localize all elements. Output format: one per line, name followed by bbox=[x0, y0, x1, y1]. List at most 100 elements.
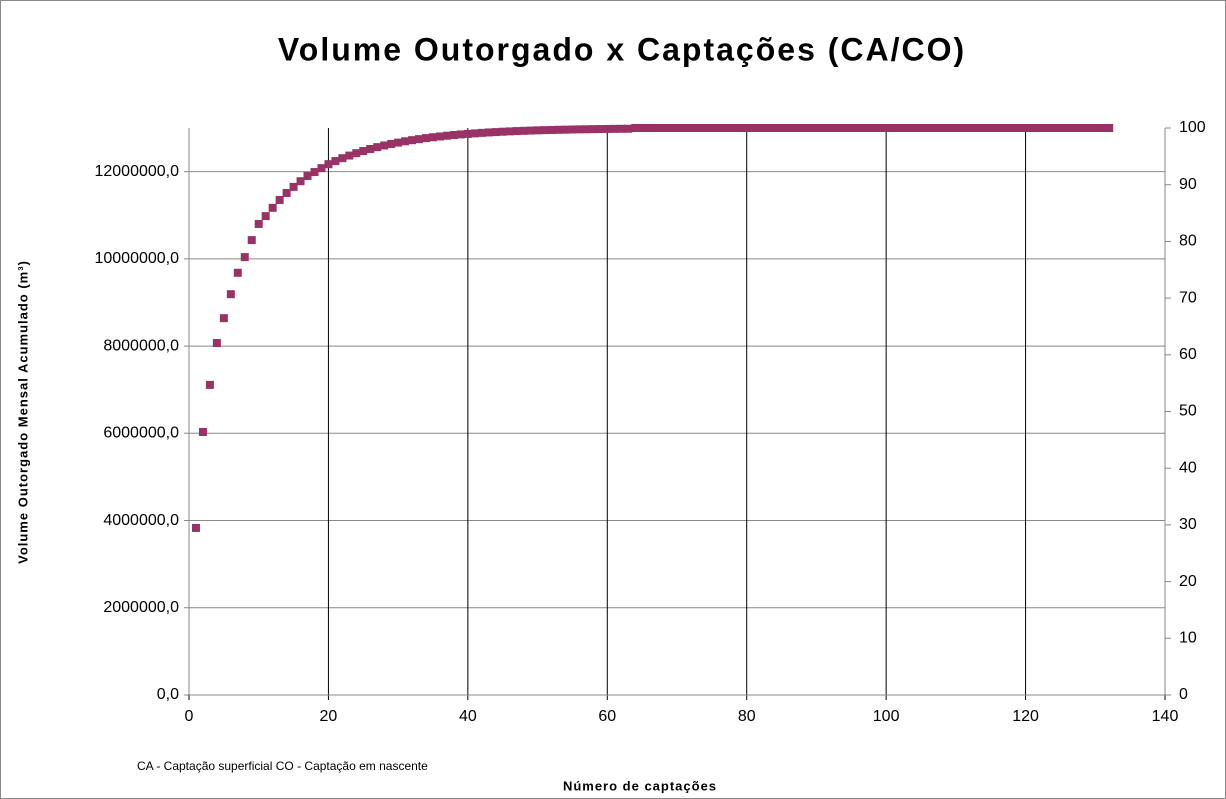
y2-tick-label: 90 bbox=[1179, 176, 1197, 193]
marker bbox=[673, 124, 681, 132]
marker bbox=[526, 126, 535, 135]
marker bbox=[847, 124, 856, 132]
marker bbox=[310, 168, 319, 177]
marker bbox=[212, 339, 221, 348]
marker bbox=[875, 124, 884, 132]
marker bbox=[896, 124, 905, 132]
y-tick-label: 12000000,0 bbox=[94, 163, 179, 180]
marker bbox=[714, 124, 723, 132]
y2-tick-label: 80 bbox=[1179, 233, 1197, 250]
marker bbox=[589, 125, 598, 134]
y2-tick-label: 10 bbox=[1179, 630, 1197, 647]
y2-tick-label: 40 bbox=[1179, 459, 1197, 476]
marker bbox=[944, 124, 953, 132]
marker bbox=[777, 124, 786, 132]
marker bbox=[791, 124, 800, 132]
marker bbox=[519, 126, 528, 135]
marker bbox=[840, 124, 849, 132]
marker bbox=[429, 133, 437, 142]
marker bbox=[345, 151, 354, 160]
marker bbox=[686, 124, 695, 132]
marker bbox=[247, 236, 256, 245]
y2-tick-label: 20 bbox=[1179, 573, 1197, 590]
marker bbox=[401, 137, 410, 146]
marker bbox=[282, 188, 291, 197]
marker bbox=[812, 124, 821, 132]
marker bbox=[742, 124, 751, 132]
marker bbox=[380, 141, 389, 150]
marker bbox=[233, 268, 242, 277]
marker bbox=[359, 146, 368, 155]
y2-tick-label: 70 bbox=[1179, 289, 1197, 306]
y-tick-label: 2000000,0 bbox=[103, 599, 179, 616]
marker bbox=[547, 125, 556, 134]
marker bbox=[917, 124, 925, 132]
marker bbox=[498, 127, 507, 136]
marker bbox=[1042, 124, 1051, 132]
marker bbox=[805, 124, 814, 132]
marker bbox=[638, 124, 647, 132]
marker bbox=[882, 124, 891, 132]
marker bbox=[624, 124, 633, 133]
marker bbox=[749, 124, 758, 132]
y-tick-label: 10000000,0 bbox=[94, 250, 179, 267]
marker bbox=[491, 128, 500, 137]
marker bbox=[1021, 124, 1030, 132]
marker bbox=[645, 124, 654, 132]
marker bbox=[833, 124, 842, 132]
marker bbox=[798, 124, 807, 132]
marker bbox=[631, 124, 640, 132]
marker bbox=[1077, 124, 1086, 132]
marker bbox=[191, 523, 200, 532]
marker bbox=[770, 124, 779, 132]
marker bbox=[1056, 124, 1065, 132]
marker bbox=[533, 126, 542, 135]
y-axis-label: Volume Outorgado Mensal Acumulado (m³) bbox=[15, 260, 30, 564]
marker bbox=[303, 171, 312, 180]
marker bbox=[1035, 124, 1044, 132]
x-tick-label: 20 bbox=[320, 708, 338, 725]
x-tick-label: 0 bbox=[185, 708, 194, 725]
marker bbox=[1000, 124, 1009, 132]
marker bbox=[1091, 124, 1100, 132]
marker bbox=[910, 124, 919, 132]
marker bbox=[889, 124, 898, 132]
marker bbox=[422, 134, 431, 143]
x-axis-label: Número de captações bbox=[563, 778, 717, 793]
chart-title: Volume Outorgado x Captações (CA/CO) bbox=[278, 31, 966, 67]
y-tick-label: 6000000,0 bbox=[103, 425, 179, 442]
marker bbox=[979, 124, 988, 132]
marker bbox=[449, 131, 458, 140]
marker bbox=[596, 125, 605, 134]
y2-tick-label: 30 bbox=[1179, 516, 1197, 533]
x-tick-label: 40 bbox=[459, 708, 477, 725]
y2-tick-label: 0 bbox=[1179, 686, 1188, 703]
marker bbox=[861, 124, 870, 132]
marker bbox=[659, 124, 668, 132]
marker bbox=[442, 131, 451, 140]
marker bbox=[1049, 124, 1058, 132]
marker bbox=[923, 124, 932, 132]
marker bbox=[993, 124, 1002, 132]
marker bbox=[784, 124, 793, 132]
x-tick-label: 120 bbox=[1012, 708, 1039, 725]
marker bbox=[854, 124, 863, 132]
marker bbox=[1098, 124, 1107, 132]
marker bbox=[512, 127, 521, 136]
marker bbox=[826, 124, 835, 132]
y2-tick-label: 50 bbox=[1179, 403, 1197, 420]
marker bbox=[937, 124, 946, 132]
marker bbox=[373, 143, 382, 152]
y-tick-label: 8000000,0 bbox=[103, 337, 179, 354]
marker bbox=[1084, 124, 1093, 132]
marker bbox=[198, 427, 207, 436]
marker bbox=[254, 219, 263, 228]
marker bbox=[756, 124, 765, 132]
marker bbox=[568, 125, 577, 134]
marker bbox=[275, 195, 284, 204]
marker bbox=[693, 124, 702, 132]
marker bbox=[387, 139, 396, 148]
marker bbox=[868, 124, 877, 132]
